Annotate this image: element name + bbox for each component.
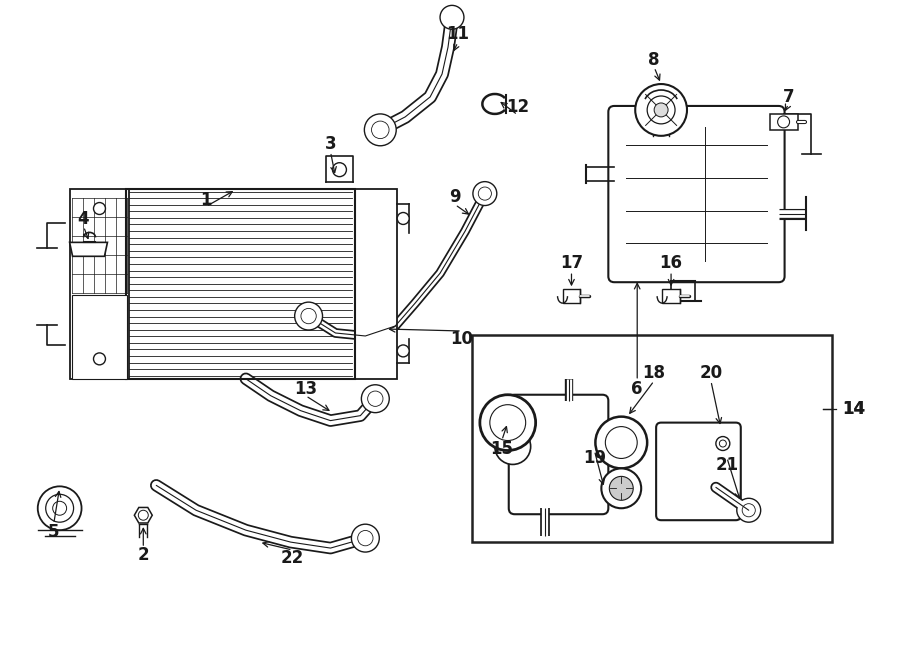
Circle shape: [778, 116, 789, 128]
Text: 13: 13: [294, 380, 317, 398]
FancyBboxPatch shape: [656, 422, 741, 520]
Circle shape: [737, 498, 760, 522]
Circle shape: [332, 163, 347, 176]
Bar: [356, 188, 397, 379]
Circle shape: [94, 353, 105, 365]
Bar: [770, 114, 797, 130]
FancyBboxPatch shape: [508, 395, 608, 514]
Circle shape: [742, 504, 755, 517]
Circle shape: [647, 96, 675, 124]
Text: 14: 14: [842, 400, 865, 418]
Text: 21: 21: [716, 457, 738, 475]
Circle shape: [38, 486, 82, 530]
Text: 7: 7: [783, 88, 795, 106]
Circle shape: [397, 212, 410, 225]
Text: 12: 12: [506, 98, 529, 116]
Circle shape: [372, 121, 389, 139]
Circle shape: [609, 477, 634, 500]
Circle shape: [397, 345, 410, 357]
Bar: [662, 289, 680, 303]
Text: 3: 3: [325, 135, 337, 153]
Text: 2: 2: [138, 546, 149, 564]
Circle shape: [601, 469, 641, 508]
Circle shape: [357, 531, 373, 546]
Text: 8: 8: [648, 51, 660, 69]
Circle shape: [472, 182, 497, 206]
Circle shape: [367, 391, 383, 407]
Bar: [126, 188, 356, 379]
Text: 9: 9: [449, 188, 461, 206]
Circle shape: [351, 524, 379, 552]
Circle shape: [294, 302, 322, 330]
Circle shape: [301, 309, 316, 324]
Circle shape: [478, 187, 491, 200]
Circle shape: [596, 416, 647, 469]
Text: 5: 5: [48, 523, 59, 541]
Circle shape: [440, 5, 464, 29]
Bar: [562, 289, 580, 303]
Circle shape: [606, 426, 637, 459]
Circle shape: [139, 510, 148, 520]
Text: 16: 16: [660, 254, 682, 272]
Circle shape: [53, 501, 67, 515]
Circle shape: [480, 395, 536, 451]
Circle shape: [364, 114, 396, 146]
Text: 6: 6: [632, 380, 643, 398]
Polygon shape: [69, 243, 107, 256]
Text: 1: 1: [201, 190, 212, 209]
Text: 15: 15: [491, 440, 513, 457]
Text: 14: 14: [842, 400, 865, 418]
Text: 20: 20: [699, 364, 723, 382]
Circle shape: [94, 202, 105, 214]
Text: 19: 19: [583, 449, 606, 467]
Text: 17: 17: [560, 254, 583, 272]
Circle shape: [495, 428, 531, 465]
Circle shape: [719, 440, 726, 447]
Text: 18: 18: [643, 364, 666, 382]
Text: 10: 10: [450, 330, 473, 348]
Bar: [69, 188, 130, 379]
FancyBboxPatch shape: [608, 106, 785, 282]
Polygon shape: [134, 508, 152, 523]
Text: 11: 11: [446, 25, 470, 43]
Bar: [472, 335, 832, 542]
Circle shape: [46, 494, 74, 522]
Text: 4: 4: [77, 210, 89, 229]
Circle shape: [490, 405, 526, 440]
Circle shape: [362, 385, 390, 412]
Circle shape: [716, 436, 730, 451]
Bar: [72, 295, 128, 379]
Circle shape: [654, 103, 668, 117]
Circle shape: [635, 84, 687, 136]
Text: 22: 22: [281, 549, 304, 567]
